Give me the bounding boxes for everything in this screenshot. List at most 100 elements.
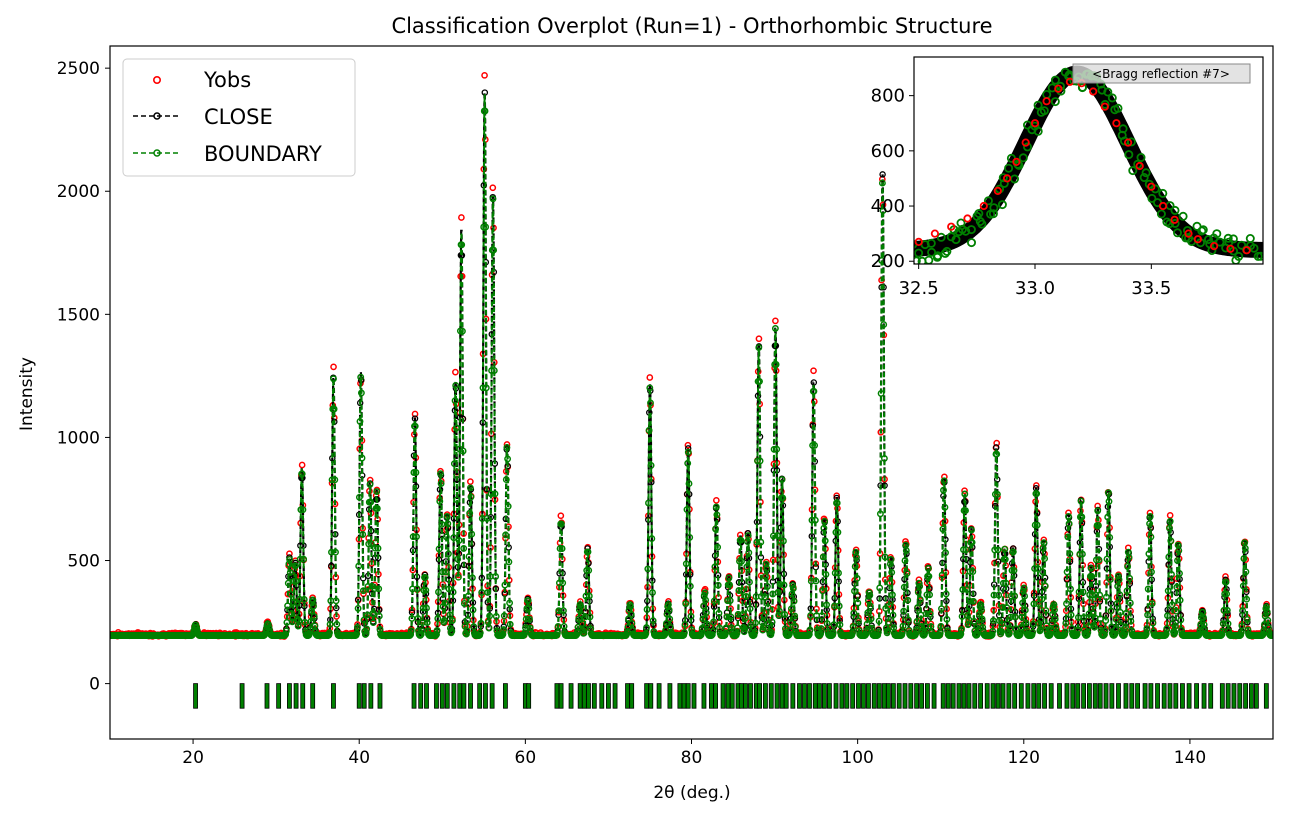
bragg-reflection-tick (1201, 683, 1207, 709)
x-tick-label: 80 (681, 748, 703, 768)
inset-y-tick-label: 400 (871, 196, 905, 217)
yobs-point (755, 335, 763, 343)
bragg-reflection-tick (691, 683, 697, 709)
bragg-reflection-tick (1237, 683, 1243, 709)
bragg-reflection-tick (644, 683, 650, 709)
bragg-reflection-tick (310, 683, 316, 709)
bragg-reflection-tick (812, 683, 818, 709)
bragg-reflection-tick (361, 683, 367, 709)
bragg-reflection-tick (1012, 683, 1018, 709)
bragg-reflection-tick (1253, 683, 1259, 709)
bragg-reflection-tick (1194, 683, 1199, 709)
bragg-reflection-tick (586, 683, 591, 709)
inset-y-tick-label: 200 (871, 251, 905, 272)
yobs-point (810, 367, 817, 375)
bragg-reflection-tick (1186, 683, 1192, 709)
y-tick-label: 2500 (57, 59, 100, 79)
bragg-reflection-tick (856, 683, 861, 709)
bragg-reflection-tick (629, 683, 635, 709)
bragg-reflection-tick (1231, 683, 1237, 709)
yobs-point (298, 461, 306, 469)
bragg-reflection-tick (477, 683, 483, 709)
bragg-reflection-tick (300, 683, 306, 709)
bragg-reflection-tick (1180, 683, 1185, 709)
x-tick-label: 100 (841, 748, 873, 768)
inset-x-tick-label: 32.5 (899, 278, 939, 299)
yobs-point (712, 497, 720, 504)
bragg-reflection-tick (368, 683, 374, 709)
bragg-reflection-tick (468, 683, 473, 709)
bragg-reflection-tick (1103, 683, 1109, 709)
x-tick-label: 60 (515, 748, 537, 768)
yobs-point (557, 512, 565, 520)
bragg-reflection-tick (1036, 683, 1042, 709)
yobs-point (915, 576, 923, 584)
bragg-reflection-tick (1161, 683, 1167, 709)
bragg-reflection-tick (738, 683, 744, 709)
bragg-reflection-tick (1087, 683, 1092, 709)
bragg-reflection-tick (984, 683, 990, 709)
bragg-reflection-tick (1129, 683, 1135, 709)
bragg-reflection-tick (606, 683, 611, 709)
bragg-reflection-tick (276, 683, 282, 709)
bragg-reflection-tick (925, 683, 930, 709)
bragg-reflection-tick (1167, 683, 1173, 709)
bragg-reflection-tick (1243, 683, 1248, 709)
bragg-reflection-tick (434, 683, 439, 709)
bragg-reflection-tick (748, 683, 753, 709)
bragg-reflection-tick (418, 683, 424, 709)
bragg-reflection-tick (774, 683, 780, 709)
yobs-point (961, 487, 968, 495)
bragg-reflection-tick (568, 683, 574, 709)
y-tick-label: 500 (68, 552, 100, 572)
inset-y-tick-label: 800 (871, 86, 905, 107)
bragg-reflection-tick (1025, 683, 1031, 709)
yobs-point (646, 374, 654, 381)
inset-x-tick-label: 33.0 (1015, 278, 1055, 299)
x-tick-label: 40 (348, 748, 370, 768)
bragg-reflection-tick (457, 683, 463, 709)
bragg-reflection-tick (966, 683, 972, 709)
bragg-reflection-tick (1123, 683, 1129, 709)
bragg-reflection-tick (1173, 683, 1179, 709)
bragg-reflection-tick (1064, 683, 1070, 709)
inset-y-tick-label: 600 (871, 141, 905, 162)
bragg-reflection-tick (713, 683, 718, 709)
bragg-reflection-tick (444, 683, 450, 709)
bragg-reflection-tick (876, 683, 882, 709)
bragg-reflection-tick (866, 683, 871, 709)
bragg-reflection-tick (972, 683, 978, 709)
bragg-reflection-tick (890, 683, 896, 709)
bragg-reflection-tick (807, 683, 812, 709)
bragg-reflection-tick (667, 683, 673, 709)
bragg-reflection-tick (783, 683, 789, 709)
bragg-reflection-tick (743, 683, 748, 709)
bragg-reflection-tick (377, 683, 383, 709)
bragg-reflection-tick (757, 683, 763, 709)
bragg-reflection-tick (1092, 683, 1098, 709)
y-tick-label: 2000 (57, 182, 100, 202)
bragg-reflection-tick (885, 683, 891, 709)
legend: Yobs CLOSE BOUNDARY (122, 58, 356, 177)
bragg-reflection-tick (503, 683, 508, 709)
bragg-reflection-tick (1219, 683, 1225, 709)
legend-label-close: CLOSE (204, 105, 273, 129)
bragg-reflection-tick (701, 683, 707, 709)
bragg-reflection-tick (720, 683, 726, 709)
bragg-reflection-tick (1225, 683, 1231, 709)
bragg-reflection-tick (763, 683, 768, 709)
inset-annotation-box: <Bragg reflection #7> (1072, 63, 1251, 84)
bragg-reflection-tick (902, 683, 908, 709)
bragg-reflection-tick (193, 683, 198, 709)
inset-x-tick-label: 33.5 (1131, 278, 1171, 299)
bragg-reflection-tick (833, 683, 839, 709)
bragg-reflection-tick (685, 683, 691, 709)
bragg-reflection-tick (817, 683, 822, 709)
bragg-reflection-tick (961, 683, 967, 709)
legend-label-yobs: Yobs (203, 68, 251, 92)
bragg-reflection-ticks (193, 683, 1269, 709)
bragg-reflection-tick (839, 683, 845, 709)
bragg-reflection-tick (293, 683, 299, 709)
x-tick-label: 20 (182, 748, 204, 768)
bragg-reflection-tick (599, 683, 605, 709)
